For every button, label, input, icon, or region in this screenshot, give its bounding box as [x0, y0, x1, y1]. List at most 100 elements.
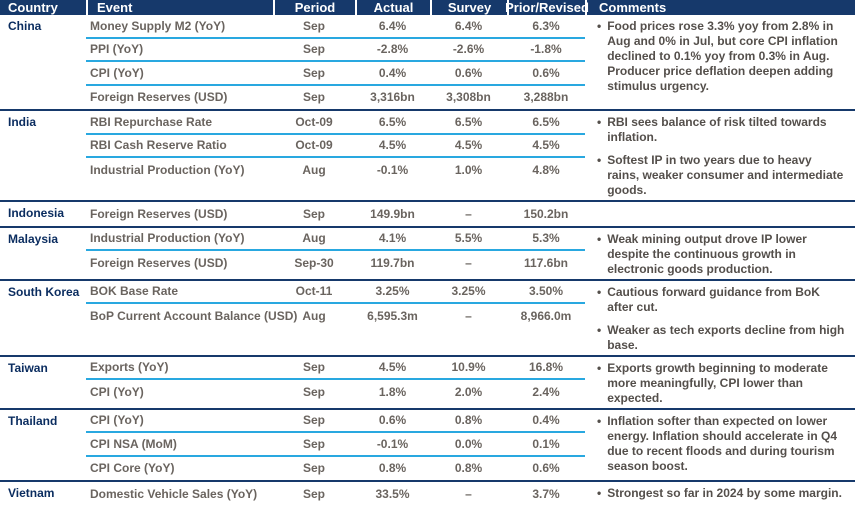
comments-cell: • Strongest so far in 2024 by some margi…	[585, 482, 855, 506]
country-label: Malaysia	[8, 231, 59, 246]
actual-cell: 6.4%	[378, 18, 407, 33]
bullet-icon: •	[597, 231, 602, 246]
comment-item: • Weaker as tech exports decline from hi…	[597, 323, 845, 353]
actual-cell: 0.4%	[378, 65, 407, 80]
country-group: Vietnam Domestic Vehicle Sales (YoY) Sep…	[0, 482, 855, 506]
bullet-icon: •	[597, 153, 602, 167]
bullet-icon: •	[597, 19, 602, 33]
period-cell: Oct-09	[295, 114, 333, 129]
country-label: Indonesia	[8, 206, 65, 220]
table-row: RBI Cash Reserve Ratio Oct-09 4.5% 4.5% …	[86, 135, 585, 158]
table-row: Money Supply M2 (YoY) Sep 6.4% 6.4% 6.3%	[86, 15, 585, 39]
prior-cell: -1.8%	[530, 42, 562, 57]
table-row: Domestic Vehicle Sales (YoY) Sep 33.5% –…	[86, 482, 585, 506]
bullet-icon: •	[597, 284, 602, 299]
comment-text: Exports growth beginning to moderate mor…	[607, 360, 828, 405]
event-rows: Money Supply M2 (YoY) Sep 6.4% 6.4% 6.3%…	[86, 15, 585, 109]
prior-cell: 3.50%	[528, 284, 564, 299]
table-header-row: Country Event Period Actual Survey Prior…	[0, 0, 855, 15]
country-label: China	[8, 19, 42, 33]
survey-cell: 6.4%	[454, 18, 483, 33]
period-cell: Sep	[302, 436, 325, 451]
period-cell: Sep	[302, 65, 325, 80]
event-cell: RBI Cash Reserve Ratio	[90, 138, 227, 153]
prior-cell: 0.6%	[532, 65, 560, 80]
bullet-icon: •	[597, 360, 602, 375]
comments-cell: • Food prices rose 3.3% yoy from 2.8% in…	[585, 15, 855, 109]
period-cell: Aug	[302, 308, 326, 323]
prior-cell: 4.5%	[532, 138, 560, 153]
event-cell: RBI Repurchase Rate	[90, 114, 213, 129]
actual-cell: 149.9bn	[370, 206, 415, 221]
actual-cell: 119.7bn	[370, 255, 415, 270]
survey-cell: -2.6%	[452, 42, 485, 57]
comment-text: RBI sees balance of risk tilted towards …	[607, 115, 827, 144]
period-cell: Sep-30	[294, 255, 334, 270]
header-cell-actual: Actual	[355, 0, 430, 15]
event-cell: BOK Base Rate	[90, 284, 179, 299]
actual-cell: 4.1%	[378, 231, 407, 246]
country-group: Taiwan Exports (YoY) Sep 4.5% 10.9% 16.8…	[0, 357, 855, 410]
actual-cell: 33.5%	[375, 486, 410, 501]
event-cell: Foreign Reserves (USD)	[90, 90, 228, 105]
header-cell-country: Country	[8, 0, 58, 15]
header-cell-survey: Survey	[430, 0, 507, 15]
actual-cell: 6.5%	[378, 114, 407, 129]
table-row: Exports (YoY) Sep 4.5% 10.9% 16.8%	[86, 357, 585, 380]
comment-text: Cautious forward guidance from BoK after…	[607, 284, 820, 314]
survey-cell: 1.0%	[454, 162, 483, 177]
bullet-icon: •	[597, 486, 602, 500]
event-cell: CPI (YoY)	[90, 413, 144, 428]
comments-cell: • RBI sees balance of risk tilted toward…	[585, 111, 855, 200]
prior-cell: 8,966.0m	[520, 308, 572, 323]
prior-cell: 5.3%	[532, 231, 560, 246]
survey-cell: –	[465, 486, 472, 501]
country-group: Malaysia Industrial Production (YoY) Aug…	[0, 228, 855, 281]
prior-cell: 2.4%	[532, 384, 560, 399]
actual-cell: 6,595.3m	[367, 308, 418, 323]
table-row: Industrial Production (YoY) Aug 4.1% 5.5…	[86, 228, 585, 251]
period-cell: Sep	[302, 461, 325, 476]
survey-cell: –	[465, 308, 472, 323]
header-cell-comments: Comments	[585, 0, 855, 15]
actual-cell: 0.8%	[378, 461, 407, 476]
prior-cell: 3.7%	[532, 486, 560, 501]
country-label: Vietnam	[8, 486, 55, 500]
actual-cell: 4.5%	[378, 360, 407, 375]
table-row: CPI NSA (MoM) Sep -0.1% 0.0% 0.1%	[86, 433, 585, 457]
period-cell: Aug	[302, 231, 326, 246]
survey-cell: 5.5%	[454, 231, 483, 246]
prior-cell: 3,288bn	[523, 90, 569, 105]
survey-cell: 0.8%	[454, 461, 483, 476]
prior-cell: 6.5%	[532, 114, 560, 129]
comment-item: • RBI sees balance of risk tilted toward…	[597, 115, 845, 145]
event-rows: Industrial Production (YoY) Aug 4.1% 5.5…	[86, 228, 585, 279]
table-row: CPI (YoY) Sep 1.8% 2.0% 2.4%	[86, 380, 585, 404]
comments-cell	[585, 202, 855, 226]
event-cell: CPI (YoY)	[90, 384, 144, 399]
prior-cell: 0.6%	[532, 461, 560, 476]
actual-cell: 3.25%	[375, 284, 410, 299]
event-rows: Domestic Vehicle Sales (YoY) Sep 33.5% –…	[86, 482, 585, 506]
table-row: PPI (YoY) Sep -2.8% -2.6% -1.8%	[86, 39, 585, 62]
period-cell: Aug	[302, 162, 326, 177]
comment-item: • Inflation softer than expected on lowe…	[597, 414, 845, 474]
country-group: Indonesia Foreign Reserves (USD) Sep 149…	[0, 202, 855, 228]
comment-text: Strongest so far in 2024 by some margin.	[607, 486, 842, 500]
survey-cell: 10.9%	[451, 360, 486, 375]
period-cell: Sep	[302, 360, 325, 375]
comments-cell: • Inflation softer than expected on lowe…	[585, 410, 855, 481]
country-label: Taiwan	[8, 360, 48, 375]
table-row: BoP Current Account Balance (USD) Aug 6,…	[86, 304, 585, 328]
actual-cell: 1.8%	[378, 384, 407, 399]
comment-item: • Food prices rose 3.3% yoy from 2.8% in…	[597, 19, 845, 94]
table-row: RBI Repurchase Rate Oct-09 6.5% 6.5% 6.5…	[86, 111, 585, 135]
event-rows: Exports (YoY) Sep 4.5% 10.9% 16.8% CPI (…	[86, 357, 585, 408]
event-cell: BoP Current Account Balance (USD)	[90, 308, 298, 323]
comment-item: • Exports growth beginning to moderate m…	[597, 361, 845, 406]
event-cell: CPI Core (YoY)	[90, 461, 175, 476]
table-row: Foreign Reserves (USD) Sep 149.9bn – 150…	[86, 202, 585, 226]
event-rows: BOK Base Rate Oct-11 3.25% 3.25% 3.50% B…	[86, 281, 585, 355]
actual-cell: 0.6%	[378, 413, 407, 428]
actual-cell: 4.5%	[378, 138, 407, 153]
